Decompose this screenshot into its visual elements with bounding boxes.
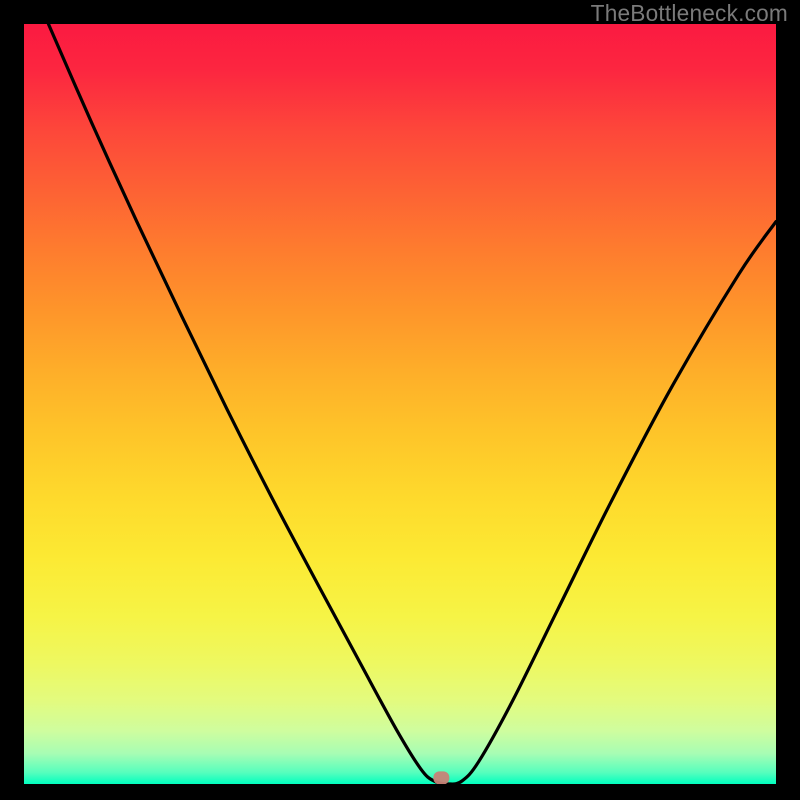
watermark-text: TheBottleneck.com (591, 0, 788, 27)
bottleneck-curve-plot (24, 24, 776, 784)
result-marker (433, 771, 449, 784)
chart-root: TheBottleneck.com (0, 0, 800, 800)
